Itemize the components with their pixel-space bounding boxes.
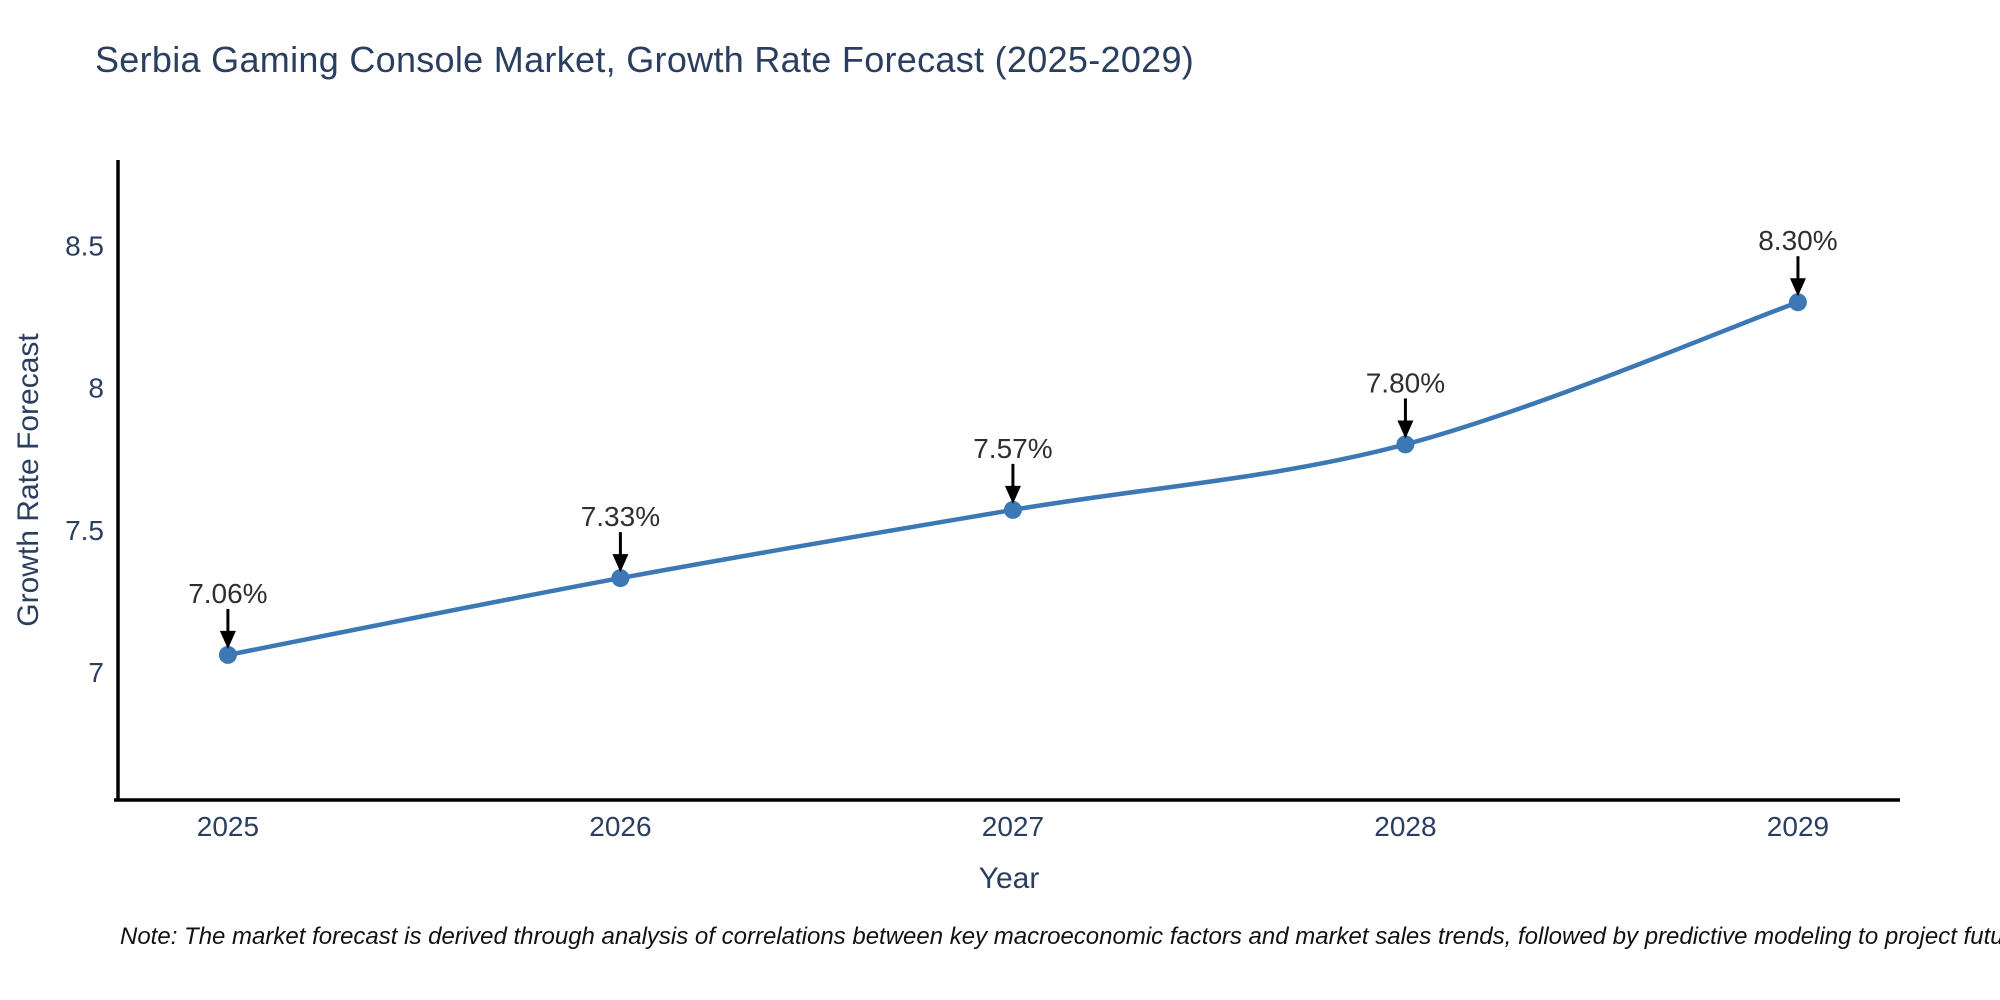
point-annotations: 7.06% 7.33% 7.57% 7.80% 8.30%	[188, 225, 1838, 649]
x-tick-label: 2026	[589, 811, 651, 842]
annotation-label: 7.80%	[1366, 367, 1445, 398]
series-growth-rate	[218, 293, 1807, 664]
annotation-arrowhead	[219, 630, 236, 649]
data-point-marker	[1396, 435, 1415, 454]
data-point-marker	[1003, 500, 1022, 519]
x-tick-label: 2029	[1767, 811, 1829, 842]
annotation-label: 7.33%	[581, 501, 660, 532]
annotation-arrowhead	[1397, 420, 1414, 439]
axes	[114, 160, 1900, 802]
y-tick-label: 7	[88, 657, 104, 688]
annotation-label: 7.57%	[973, 433, 1052, 464]
x-tick-label: 2027	[982, 811, 1044, 842]
annotation-arrowhead	[1789, 278, 1806, 297]
x-axis-tick-labels: 2025 2026 2027 2028 2029	[197, 811, 1829, 842]
y-tick-label: 8	[88, 373, 104, 404]
data-point-marker	[1788, 293, 1807, 312]
annotation-label: 7.06%	[188, 578, 267, 609]
annotation-arrowhead	[612, 554, 629, 573]
chart-title: Serbia Gaming Console Market, Growth Rat…	[95, 39, 1194, 80]
y-axis-title: Growth Rate Forecast	[12, 333, 45, 627]
x-axis-title: Year	[979, 862, 1040, 895]
x-tick-label: 2028	[1374, 811, 1436, 842]
y-tick-label: 8.5	[65, 230, 104, 261]
annotation-label: 8.30%	[1758, 225, 1837, 256]
data-point-marker	[218, 645, 237, 664]
data-point-marker	[611, 569, 630, 588]
footnote-text: Note: The market forecast is derived thr…	[120, 923, 2000, 950]
annotation-arrowhead	[1004, 485, 1021, 504]
x-tick-label: 2025	[197, 811, 259, 842]
data-point-markers	[218, 293, 1807, 664]
y-axis-tick-labels: 7 7.5 8 8.5	[65, 230, 104, 688]
y-tick-label: 7.5	[65, 515, 104, 546]
